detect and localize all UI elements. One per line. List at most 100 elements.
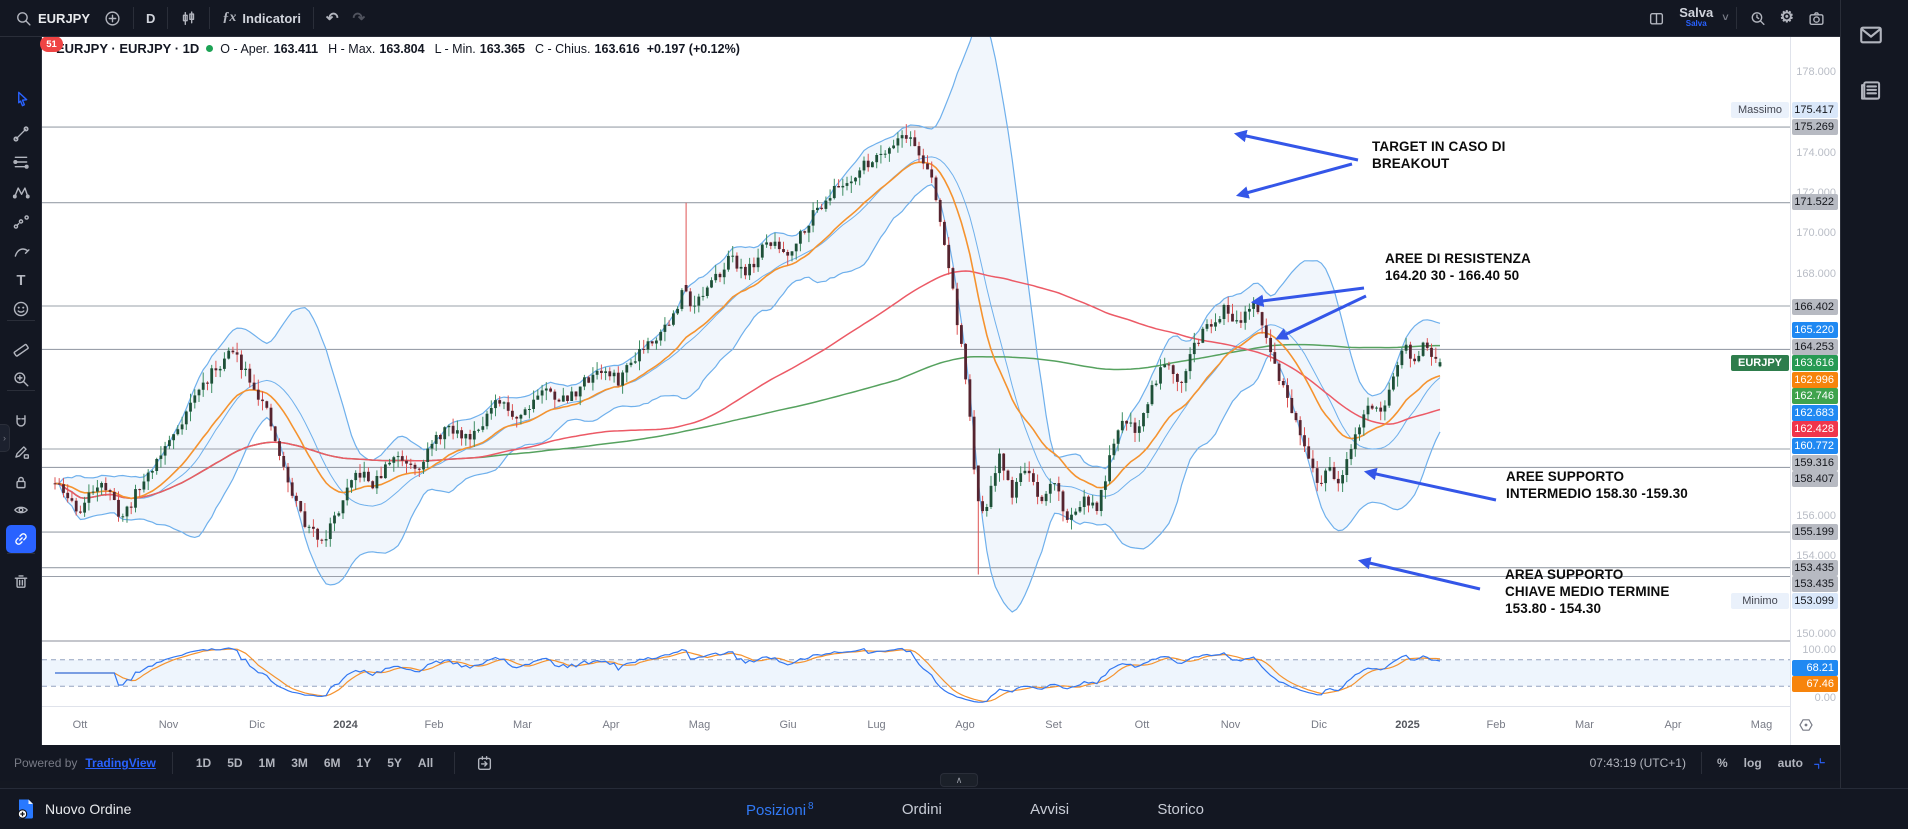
- tab-ordini[interactable]: Ordini: [896, 800, 948, 819]
- text-tool-icon: T: [17, 273, 26, 289]
- chart-annotation[interactable]: AREE SUPPORTO INTERMEDIO 158.30 -159.30: [1506, 469, 1688, 501]
- tool-cursor[interactable]: [6, 85, 36, 111]
- tool-lock-drawings[interactable]: [6, 469, 36, 495]
- interval-button[interactable]: D: [139, 7, 162, 30]
- log-scale-button[interactable]: log: [1738, 752, 1768, 774]
- tool-hide-drawings[interactable]: [6, 497, 36, 523]
- right-panel: [1840, 0, 1908, 788]
- tab-avvisi[interactable]: Avvisi: [1024, 800, 1075, 819]
- toolbar-divider: [1735, 7, 1737, 29]
- chart-annotation[interactable]: AREA SUPPORTO CHIAVE MEDIO TERMINE 153.80 …: [1505, 567, 1670, 616]
- time-label: Mar: [513, 719, 532, 731]
- tool-fib-retracement[interactable]: [6, 149, 36, 175]
- percent-scale-button[interactable]: %: [1711, 752, 1734, 774]
- symbol-search-button[interactable]: EURJPY: [8, 6, 97, 31]
- time-label: Apr: [1664, 719, 1682, 731]
- compare-add-button[interactable]: [97, 6, 128, 31]
- indicators-button[interactable]: ƒx Indicatori: [215, 6, 308, 30]
- goto-date-button[interactable]: [469, 751, 500, 776]
- inbox-button[interactable]: [1858, 22, 1884, 51]
- toolbar-separator: [7, 553, 35, 554]
- tool-sync-drawings[interactable]: [6, 525, 36, 553]
- range-button-1y[interactable]: 1Y: [350, 752, 379, 774]
- powered-by-label: Powered by: [14, 756, 78, 770]
- tradingview-link[interactable]: TradingView: [85, 756, 156, 770]
- lock-drawings-icon: [16, 476, 26, 489]
- undo-button[interactable]: ↶: [319, 7, 346, 30]
- range-button-6m[interactable]: 6M: [317, 752, 348, 774]
- time-label: 2024: [333, 719, 358, 731]
- time-label: Feb: [424, 719, 444, 731]
- tool-brush[interactable]: [6, 238, 36, 264]
- range-button-all[interactable]: All: [411, 752, 440, 774]
- tool-zoom-in[interactable]: [6, 366, 36, 392]
- camera-icon: [1809, 11, 1824, 25]
- price-label-prefix: Minimo: [1731, 593, 1789, 609]
- price-label: 155.199: [1792, 524, 1838, 540]
- undo-icon: ↶: [325, 9, 339, 27]
- auto-scale-button[interactable]: auto: [1772, 752, 1809, 774]
- ohlc-pair: H - Max. 163.804: [328, 41, 425, 56]
- tab-posizioni[interactable]: Posizioni 8: [740, 800, 820, 820]
- tool-emoji[interactable]: [6, 296, 36, 322]
- range-button-5d[interactable]: 5D: [220, 752, 249, 774]
- redo-button[interactable]: ↷: [346, 7, 373, 30]
- time-label: Nov: [158, 719, 179, 731]
- range-button-3m[interactable]: 3M: [284, 752, 315, 774]
- tool-magnet[interactable]: [6, 409, 36, 435]
- panel-collapse-chevron[interactable]: ∧: [940, 773, 978, 787]
- price-label-prefix: EURJPY: [1731, 355, 1789, 371]
- tool-edit-drawings[interactable]: [6, 439, 36, 465]
- quick-search-button[interactable]: [1742, 6, 1773, 31]
- chart-annotation[interactable]: AREE DI RESISTENZA 164.20 30 - 166.40 50: [1385, 251, 1531, 283]
- range-button-1d[interactable]: 1D: [189, 752, 218, 774]
- range-button-5y[interactable]: 5Y: [380, 752, 409, 774]
- svg-text:T: T: [17, 273, 26, 289]
- top-toolbar: EURJPY D ƒx Indicatori ↶ ↷: [0, 0, 1840, 37]
- clock-label[interactable]: 07:43:19 (UTC+1): [1589, 756, 1686, 770]
- cursor-icon: [18, 91, 28, 107]
- price-label: 166.402: [1792, 299, 1838, 315]
- instant-detail-hexagon-icon[interactable]: [1798, 717, 1814, 736]
- remove-drawings-icon: [14, 575, 28, 588]
- news-button[interactable]: [1858, 78, 1883, 106]
- tool-trend-line[interactable]: [6, 121, 36, 147]
- ohlc-pair: O - Aper. 163.411: [220, 41, 319, 56]
- tool-forecast[interactable]: [6, 209, 36, 235]
- price-label: 153.099: [1792, 593, 1838, 609]
- time-label: Dic: [1311, 719, 1327, 731]
- legend-symbol-title[interactable]: EURJPY · EURJPY · 1D: [56, 41, 200, 56]
- time-label: Apr: [602, 719, 620, 731]
- chart-legend[interactable]: EURJPY · EURJPY · 1D O - Aper. 163.411 H -…: [56, 41, 740, 56]
- tab-storico[interactable]: Storico: [1151, 800, 1210, 819]
- price-label: 171.522: [1792, 194, 1838, 210]
- chart-annotation[interactable]: TARGET IN CASO DI BREAKOUT: [1372, 139, 1506, 171]
- save-menu-chevron[interactable]: ˅: [1720, 10, 1730, 26]
- settings-button[interactable]: ⚙: [1773, 6, 1801, 30]
- toolbar-divider: [171, 752, 173, 774]
- tool-xabcd-pattern[interactable]: [6, 179, 36, 205]
- price-label: 175.269: [1792, 119, 1838, 135]
- object-tree-expand-handle[interactable]: ›: [0, 424, 10, 452]
- tool-ruler[interactable]: [6, 337, 36, 363]
- layout-button[interactable]: [1641, 6, 1672, 31]
- tool-remove-drawings[interactable]: [6, 568, 36, 594]
- tool-text-tool[interactable]: T: [6, 267, 36, 293]
- quick-search-icon: [1751, 11, 1765, 25]
- time-label: Mar: [1575, 719, 1594, 731]
- toolbar-divider: [133, 7, 135, 29]
- new-order-button[interactable]: Nuovo Ordine: [0, 798, 131, 820]
- time-label: Feb: [1486, 719, 1506, 731]
- screenshot-button[interactable]: [1801, 6, 1832, 31]
- trend-line-icon: [13, 126, 29, 142]
- toolbar-divider: [209, 7, 211, 29]
- axis-reset-icon[interactable]: [1813, 757, 1826, 770]
- range-button-1m[interactable]: 1M: [252, 752, 283, 774]
- time-label: Dic: [249, 719, 265, 731]
- save-button[interactable]: Salva Salva: [1672, 3, 1720, 33]
- fx-icon: ƒx: [222, 10, 237, 25]
- chart-style-button[interactable]: [173, 6, 204, 31]
- chart-background[interactable]: [42, 37, 1840, 745]
